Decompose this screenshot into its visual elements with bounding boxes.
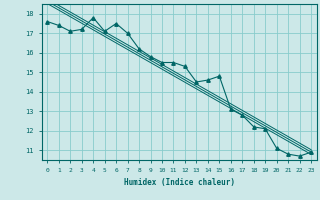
X-axis label: Humidex (Indice chaleur): Humidex (Indice chaleur): [124, 178, 235, 187]
